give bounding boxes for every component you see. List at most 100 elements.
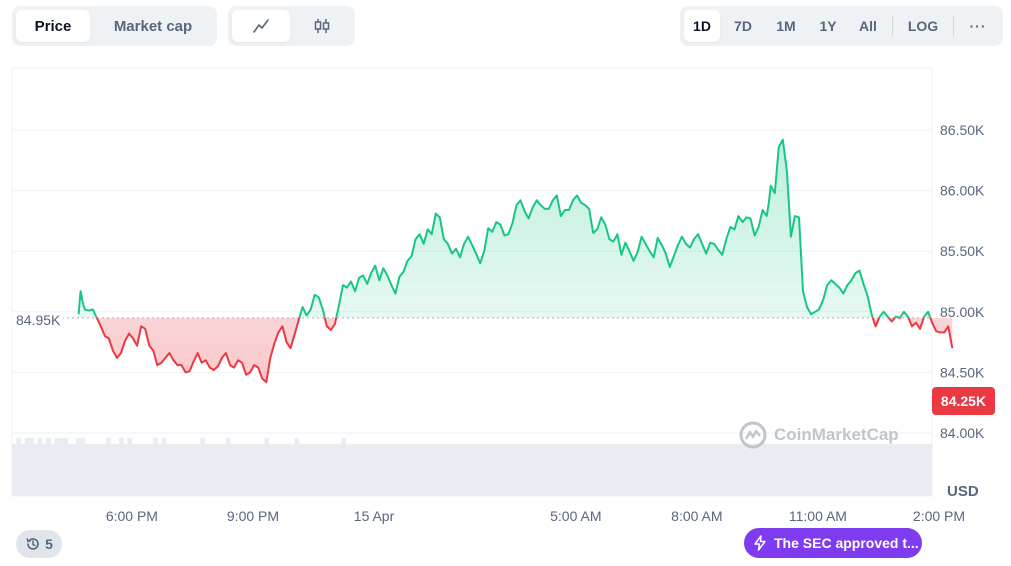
volume-bar xyxy=(743,443,749,496)
volume-bar xyxy=(59,438,64,496)
range-7d-button[interactable]: 7D xyxy=(734,18,752,34)
lightning-icon xyxy=(754,535,766,551)
volume-bar xyxy=(683,443,689,496)
volume-bar xyxy=(320,443,325,496)
volume-bar xyxy=(20,443,26,496)
volume-bar xyxy=(598,443,603,496)
range-1y-button[interactable]: 1Y xyxy=(819,18,837,34)
volume-bar xyxy=(602,443,608,496)
volume-bar xyxy=(388,443,394,496)
volume-bar xyxy=(820,443,826,496)
volume-bar xyxy=(67,443,73,496)
volume-bar xyxy=(564,443,569,496)
volume-bar xyxy=(97,443,103,496)
open-price-label: 84.95K xyxy=(12,312,64,328)
volume-bar xyxy=(872,443,877,496)
volume-bar xyxy=(730,443,736,496)
volume-bar xyxy=(700,443,706,496)
volume-bar xyxy=(422,443,428,496)
candlestick-button[interactable] xyxy=(294,10,352,42)
range-divider xyxy=(953,16,954,36)
volume-bar xyxy=(752,443,757,496)
line-chart-button[interactable] xyxy=(232,10,290,42)
volume-bar xyxy=(611,443,616,496)
news-pill-text: The SEC approved t... xyxy=(774,535,919,551)
news-pill[interactable]: The SEC approved t... xyxy=(744,528,922,558)
price-area xyxy=(78,139,953,383)
x-tick-label: 8:00 AM xyxy=(671,508,722,524)
history-badge[interactable]: 5 xyxy=(16,530,62,558)
x-tick-label: 2:00 PM xyxy=(913,508,965,524)
market-cap-tab[interactable]: Market cap xyxy=(113,17,193,35)
volume-bar xyxy=(12,443,17,496)
volume-bar xyxy=(452,443,458,496)
volume-bar xyxy=(144,443,150,496)
volume-bar xyxy=(255,443,261,496)
volume-bar xyxy=(354,443,359,496)
volume-bar xyxy=(692,443,697,496)
volume-bar xyxy=(161,438,167,496)
volume-bar xyxy=(576,443,582,496)
volume-bar xyxy=(927,443,933,496)
volume-bar xyxy=(504,443,509,496)
chart-type-toggle xyxy=(228,6,355,46)
volume-bar xyxy=(846,443,851,496)
range-1d-button[interactable]: 1D xyxy=(684,10,720,42)
volume-bar xyxy=(795,443,800,496)
volume-bar xyxy=(380,443,385,496)
volume-bar xyxy=(324,443,329,496)
volume-bar xyxy=(581,443,586,496)
volume-bar xyxy=(367,443,372,496)
price-area-up xyxy=(78,139,931,318)
volume-bar xyxy=(328,443,334,496)
volume-bar xyxy=(290,443,295,496)
volume-bar xyxy=(260,443,265,496)
volume-bar xyxy=(170,443,175,496)
volume-bar xyxy=(362,443,368,496)
log-scale-button[interactable]: LOG xyxy=(907,18,939,34)
range-all-button[interactable]: All xyxy=(859,18,877,34)
volume-bar xyxy=(204,443,210,496)
volume-bar xyxy=(529,443,535,496)
volume-bar xyxy=(384,443,389,496)
volume-bar xyxy=(41,443,47,496)
volume-bar xyxy=(777,443,783,496)
volume-bar xyxy=(405,443,411,496)
y-tick-label: 84.00K xyxy=(940,425,985,441)
volume-bar xyxy=(525,443,531,496)
volume-bar xyxy=(76,438,81,496)
price-tab[interactable]: Price xyxy=(16,10,90,42)
volume-bar xyxy=(593,443,599,496)
current-price-tag: 84.25K xyxy=(932,387,995,415)
volume-bar xyxy=(623,443,629,496)
x-tick-label: 5:00 AM xyxy=(550,508,601,524)
volume-bar xyxy=(662,443,667,496)
volume-bar xyxy=(880,443,886,496)
volume-bar xyxy=(243,443,248,496)
volume-bar xyxy=(439,443,445,496)
volume-bar xyxy=(106,438,111,496)
coinmarketcap-logo-icon xyxy=(739,421,767,449)
volume-bar xyxy=(448,443,454,496)
volume-bar xyxy=(491,443,496,496)
volume-bar xyxy=(217,443,222,496)
volume-bar xyxy=(641,443,646,496)
volume-bar xyxy=(773,443,779,496)
price-line xyxy=(77,138,954,384)
volume-bar xyxy=(375,443,381,496)
more-options-button[interactable]: ··· xyxy=(969,18,987,34)
range-1m-button[interactable]: 1M xyxy=(776,18,796,34)
volume-bar xyxy=(37,438,43,496)
volume-bar xyxy=(302,443,308,496)
volume-bar xyxy=(696,443,702,496)
volume-bar xyxy=(414,443,419,496)
volume-bar xyxy=(486,443,492,496)
watermark: CoinMarketCap xyxy=(738,420,899,450)
volume-bar xyxy=(431,443,436,496)
volume-bar xyxy=(247,443,252,496)
volume-bar xyxy=(281,443,287,496)
volume-bar xyxy=(187,443,193,496)
y-tick-label: 84.50K xyxy=(940,364,985,380)
volume-bar xyxy=(29,438,34,496)
